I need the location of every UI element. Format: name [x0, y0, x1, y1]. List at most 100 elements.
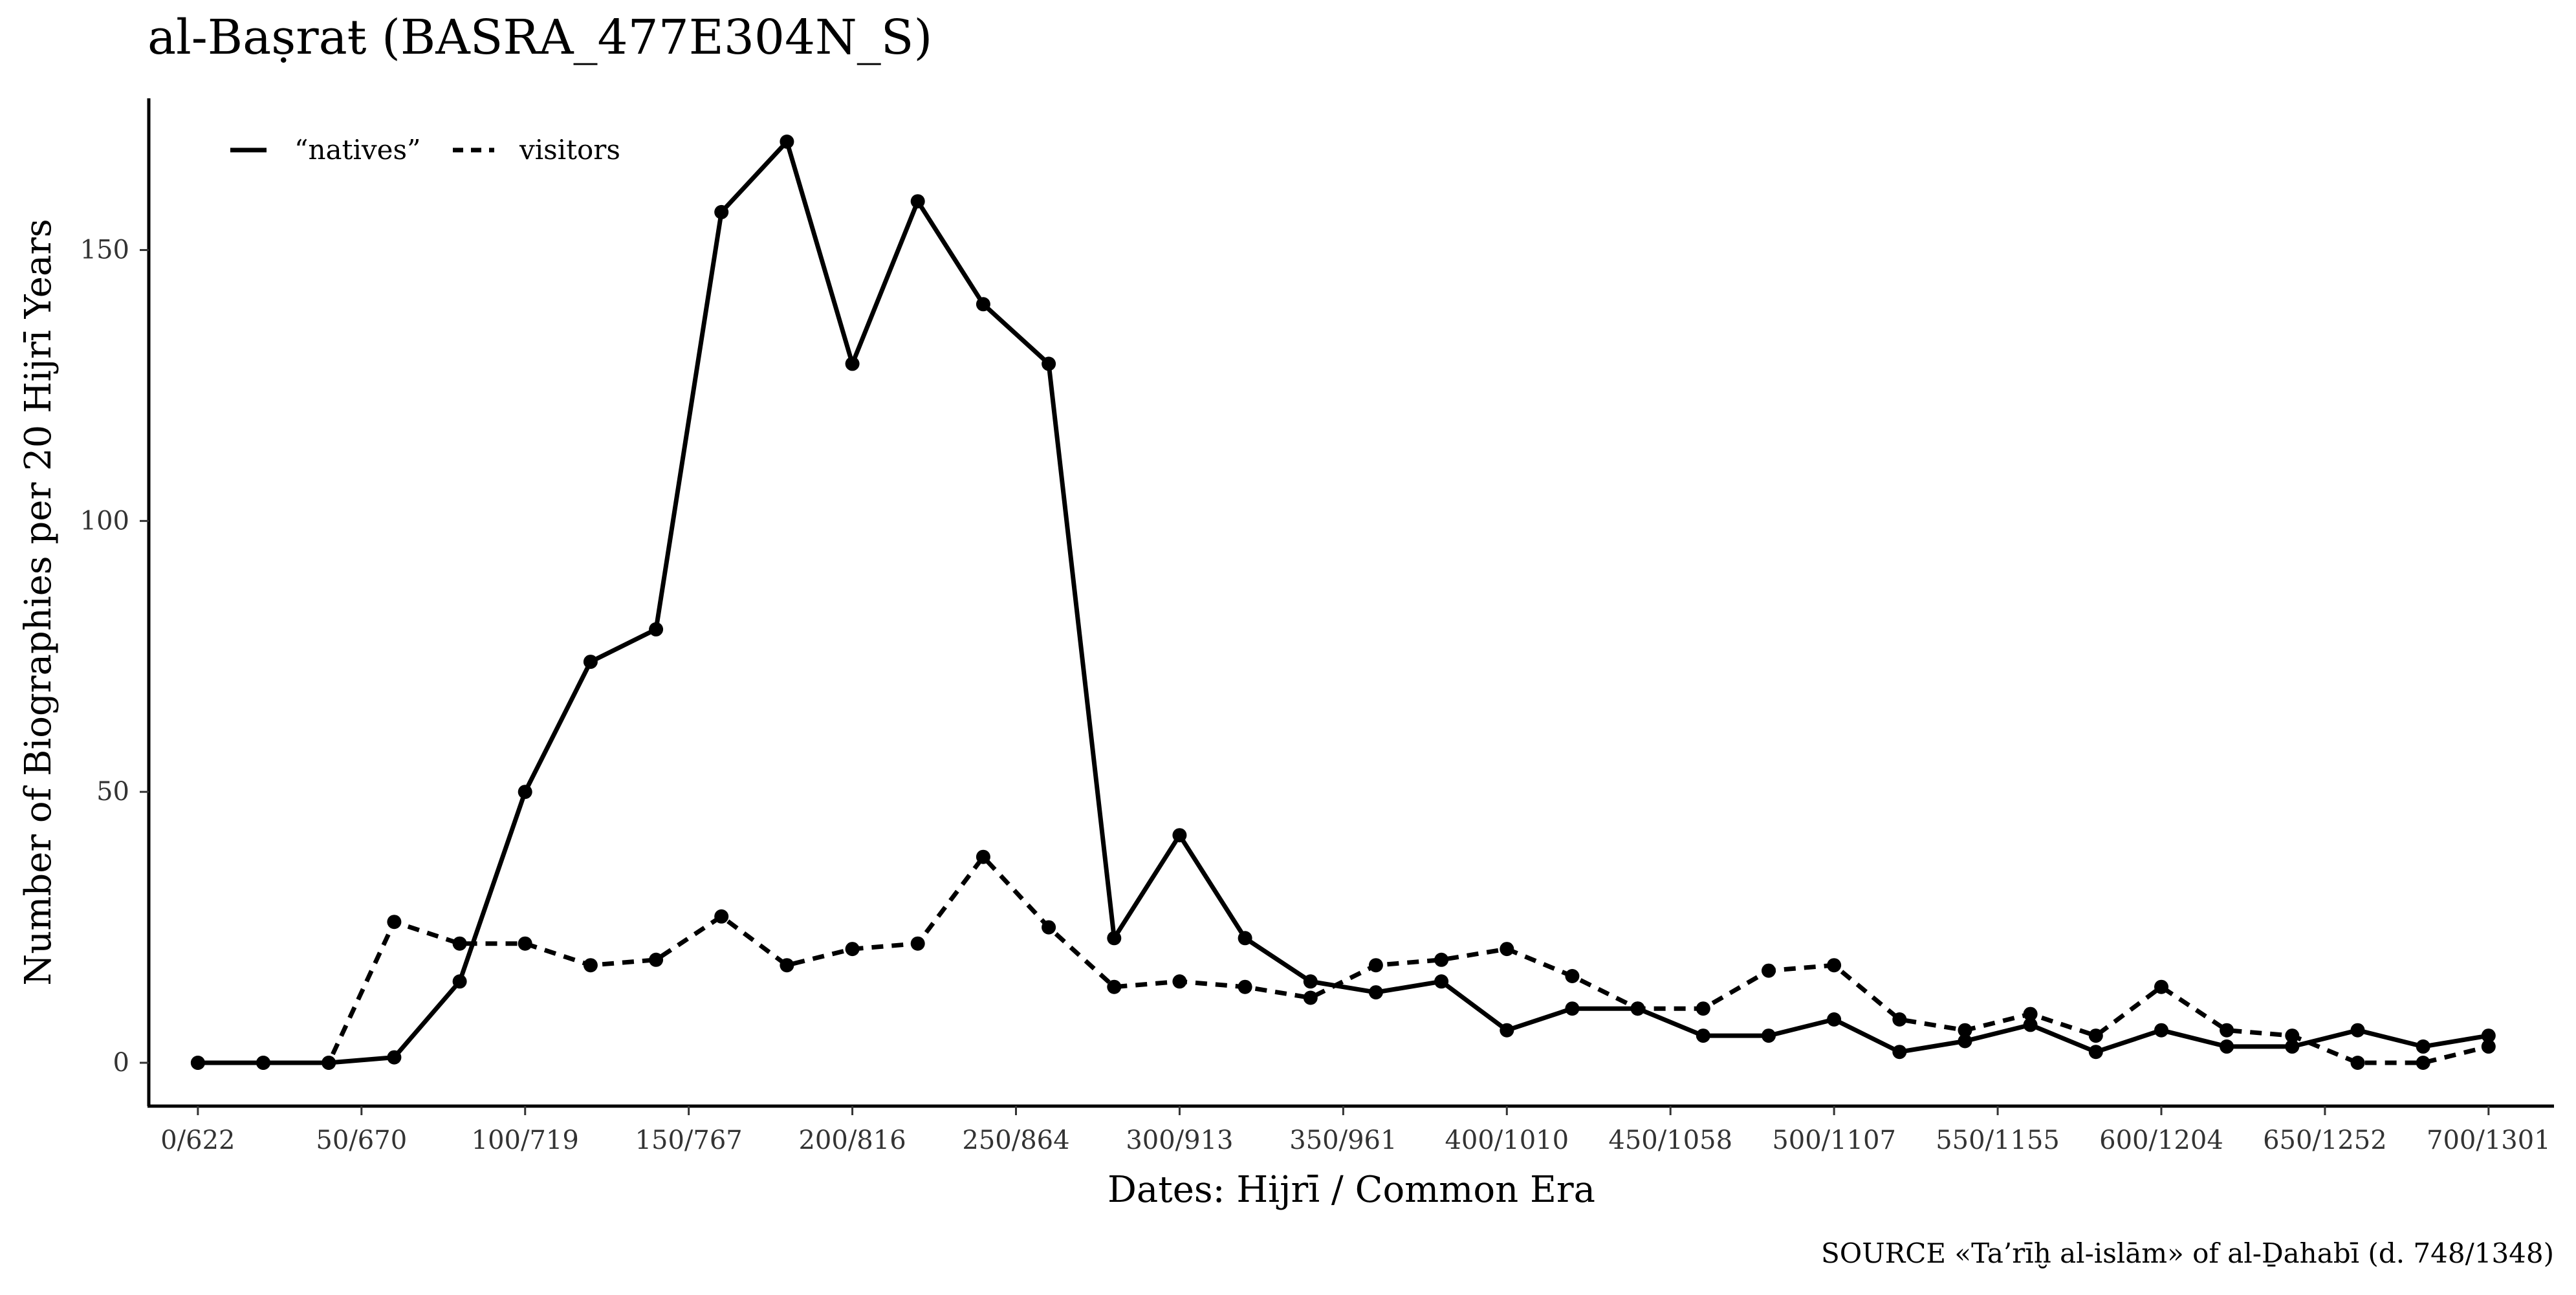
- data-point-natives: [1565, 1001, 1580, 1016]
- data-point-natives: [1042, 356, 1056, 371]
- data-point-natives: [1303, 974, 1318, 989]
- x-tick-label: 650/1252: [2263, 1126, 2387, 1155]
- data-point-visitors: [2285, 1028, 2300, 1043]
- x-tick-label: 400/1010: [1445, 1126, 1569, 1155]
- data-point-visitors: [1827, 958, 1842, 973]
- data-point-visitors: [2220, 1023, 2234, 1038]
- data-point-natives: [1368, 985, 1383, 1000]
- data-point-natives: [583, 655, 598, 669]
- data-point-natives: [1892, 1045, 1907, 1060]
- points-layer: [190, 135, 2496, 1070]
- data-point-visitors: [1368, 958, 1383, 973]
- x-tick-label: 250/864: [962, 1126, 1069, 1155]
- data-point-natives: [1958, 1034, 1972, 1049]
- legend: “natives” visitors: [230, 134, 620, 166]
- legend-natives-label: “natives”: [294, 134, 420, 166]
- data-point-visitors: [1172, 974, 1187, 989]
- series-line-visitors: [197, 854, 2489, 1065]
- data-point-natives: [1172, 828, 1187, 843]
- data-point-visitors: [1762, 963, 1776, 978]
- data-point-visitors: [2416, 1056, 2430, 1070]
- x-tick-label: 500/1107: [1772, 1126, 1896, 1155]
- x-tick-label: 350/961: [1289, 1126, 1397, 1155]
- y-tick-label: 100: [80, 506, 129, 536]
- data-point-natives: [2154, 1023, 2168, 1038]
- data-point-visitors: [2350, 1056, 2365, 1070]
- data-point-natives: [649, 622, 664, 637]
- data-point-natives: [2350, 1023, 2365, 1038]
- data-point-natives: [387, 1050, 402, 1065]
- legend-visitors-label: visitors: [519, 134, 620, 166]
- data-point-visitors: [845, 942, 860, 957]
- data-point-visitors: [2154, 979, 2168, 994]
- data-point-natives: [2416, 1039, 2430, 1054]
- data-point-natives: [2088, 1045, 2103, 1060]
- y-tick-label: 50: [96, 777, 129, 807]
- chart-title: al-Baṣraŧ (BASRA_477E304N_S): [147, 10, 933, 65]
- x-tick-label: 100/719: [472, 1126, 579, 1155]
- data-point-visitors: [387, 915, 402, 930]
- data-point-natives: [452, 974, 467, 989]
- data-point-visitors: [452, 936, 467, 951]
- data-point-natives: [1500, 1023, 1514, 1038]
- data-point-visitors: [1303, 990, 1318, 1005]
- data-point-visitors: [256, 1056, 270, 1070]
- data-point-visitors: [1892, 1012, 1907, 1027]
- data-point-visitors: [714, 909, 729, 924]
- y-tick-label: 0: [113, 1048, 129, 1078]
- data-point-visitors: [1107, 979, 1122, 994]
- data-point-natives: [1238, 931, 1252, 946]
- data-point-natives: [845, 356, 860, 371]
- data-point-natives: [1107, 931, 1122, 946]
- y-tick-label: 150: [80, 235, 129, 265]
- data-point-natives: [780, 135, 794, 149]
- data-point-visitors: [1500, 942, 1514, 957]
- data-point-natives: [1434, 974, 1449, 989]
- x-tick-label: 700/1301: [2427, 1126, 2551, 1155]
- data-point-natives: [518, 785, 532, 800]
- data-point-natives: [714, 204, 729, 219]
- chart-axes: [147, 98, 2554, 1108]
- data-point-visitors: [1630, 1001, 1645, 1016]
- data-point-visitors: [1042, 920, 1056, 935]
- x-tick-label: 300/913: [1126, 1126, 1233, 1155]
- data-point-visitors: [910, 936, 925, 951]
- x-axis-title: Dates: Hijrī / Common Era: [1108, 1169, 1595, 1211]
- data-point-visitors: [583, 958, 598, 973]
- data-point-visitors: [2088, 1028, 2103, 1043]
- data-point-visitors: [780, 958, 794, 973]
- x-tick-label: 150/767: [635, 1126, 743, 1155]
- source-caption: SOURCE «Ta’rīḫ al-islām» of al-Ḏahabī (d…: [1821, 1237, 2554, 1269]
- data-point-visitors: [1565, 969, 1580, 983]
- x-tick-label: 0/622: [160, 1126, 235, 1155]
- data-point-natives: [910, 194, 925, 209]
- series-line-natives: [197, 139, 2489, 1065]
- data-point-visitors: [1238, 979, 1252, 994]
- data-point-visitors: [1696, 1001, 1710, 1016]
- data-point-natives: [2285, 1039, 2300, 1054]
- y-ticks: 0 50 100 150: [80, 235, 149, 1078]
- x-tick-label: 550/1155: [1936, 1126, 2060, 1155]
- data-point-natives: [2220, 1039, 2234, 1054]
- data-point-visitors: [649, 952, 664, 967]
- data-point-visitors: [2481, 1039, 2496, 1054]
- data-point-natives: [1696, 1028, 1710, 1043]
- data-point-visitors: [518, 936, 532, 951]
- data-point-visitors: [1958, 1023, 1972, 1038]
- data-point-visitors: [1434, 952, 1449, 967]
- data-point-natives: [1827, 1012, 1842, 1027]
- data-point-visitors: [190, 1056, 205, 1070]
- data-point-natives: [1762, 1028, 1776, 1043]
- y-axis-title: Number of Biographies per 20 Hijrī Years: [17, 219, 60, 986]
- data-point-natives: [976, 297, 990, 312]
- data-point-visitors: [322, 1056, 336, 1070]
- x-ticks: 0/622 50/670 100/719 150/767 200/816 250/864 3…: [160, 1106, 2551, 1155]
- x-tick-label: 600/1204: [2099, 1126, 2223, 1155]
- series-layer: [197, 139, 2489, 1065]
- x-tick-label: 50/670: [316, 1126, 407, 1155]
- data-point-natives: [2023, 1018, 2038, 1032]
- data-point-natives: [2481, 1028, 2496, 1043]
- data-point-visitors: [2023, 1007, 2038, 1021]
- data-point-visitors: [976, 849, 990, 864]
